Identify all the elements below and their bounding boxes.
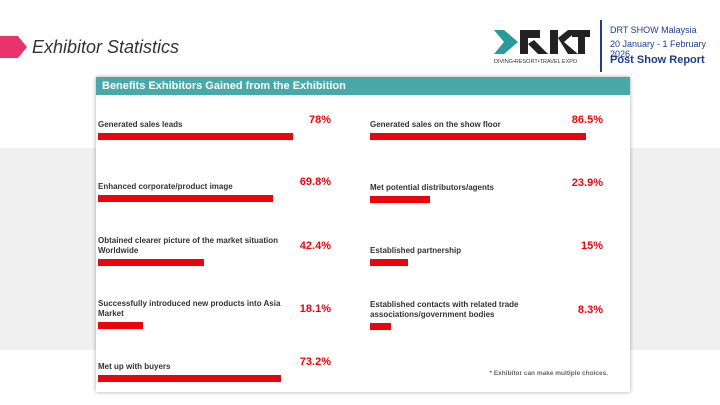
bar (370, 323, 391, 330)
value-label: 18.1% (299, 303, 331, 315)
bar (370, 259, 408, 266)
slide-title: Exhibitor Statistics (32, 37, 180, 57)
category-label: Successfully introduced new products int… (98, 299, 281, 318)
dates: 20 January - 1 February 2026 (610, 39, 707, 59)
panel: Benefits Exhibitors Gained from the Exhi… (96, 77, 630, 392)
value-label: 8.3% (577, 304, 603, 316)
value-label: 69.8% (299, 176, 331, 188)
category-label: Generated sales leads (98, 120, 183, 129)
category-label: Generated sales on the show floor (370, 120, 501, 129)
bar (370, 196, 430, 203)
value-label: 73.2% (299, 356, 331, 368)
value-label: 86.5% (571, 114, 603, 126)
arrow (0, 36, 27, 58)
bar (98, 195, 273, 202)
value-label: 15% (580, 240, 603, 252)
bar (98, 259, 204, 266)
category-label: Established contacts with related trade … (370, 300, 519, 319)
report: Post Show Report (610, 54, 705, 66)
logo-tagline: DIVING•RESORT•TRAVEL EXPO (494, 59, 578, 65)
bar (98, 375, 281, 382)
value-label: 78% (308, 114, 331, 126)
category-label: Met up with buyers (98, 362, 171, 371)
bar (370, 133, 587, 140)
bar (98, 322, 144, 329)
category-label: Enhanced corporate/product image (98, 182, 233, 191)
logo (494, 30, 590, 54)
chart-title: Benefits Exhibitors Gained from the Exhi… (96, 77, 630, 95)
value-label: 42.4% (299, 240, 331, 252)
divider (600, 20, 602, 72)
note: * Exhibitor can make multiple choices. (489, 370, 608, 377)
bar (98, 133, 293, 140)
value-label: 23.9% (571, 177, 603, 189)
category-label: Met potential distributors/agents (370, 183, 495, 192)
category-label: Obtained clearer picture of the market s… (98, 236, 279, 255)
category-label: Established partnership (370, 246, 462, 255)
event: DRT SHOW Malaysia (610, 25, 697, 35)
